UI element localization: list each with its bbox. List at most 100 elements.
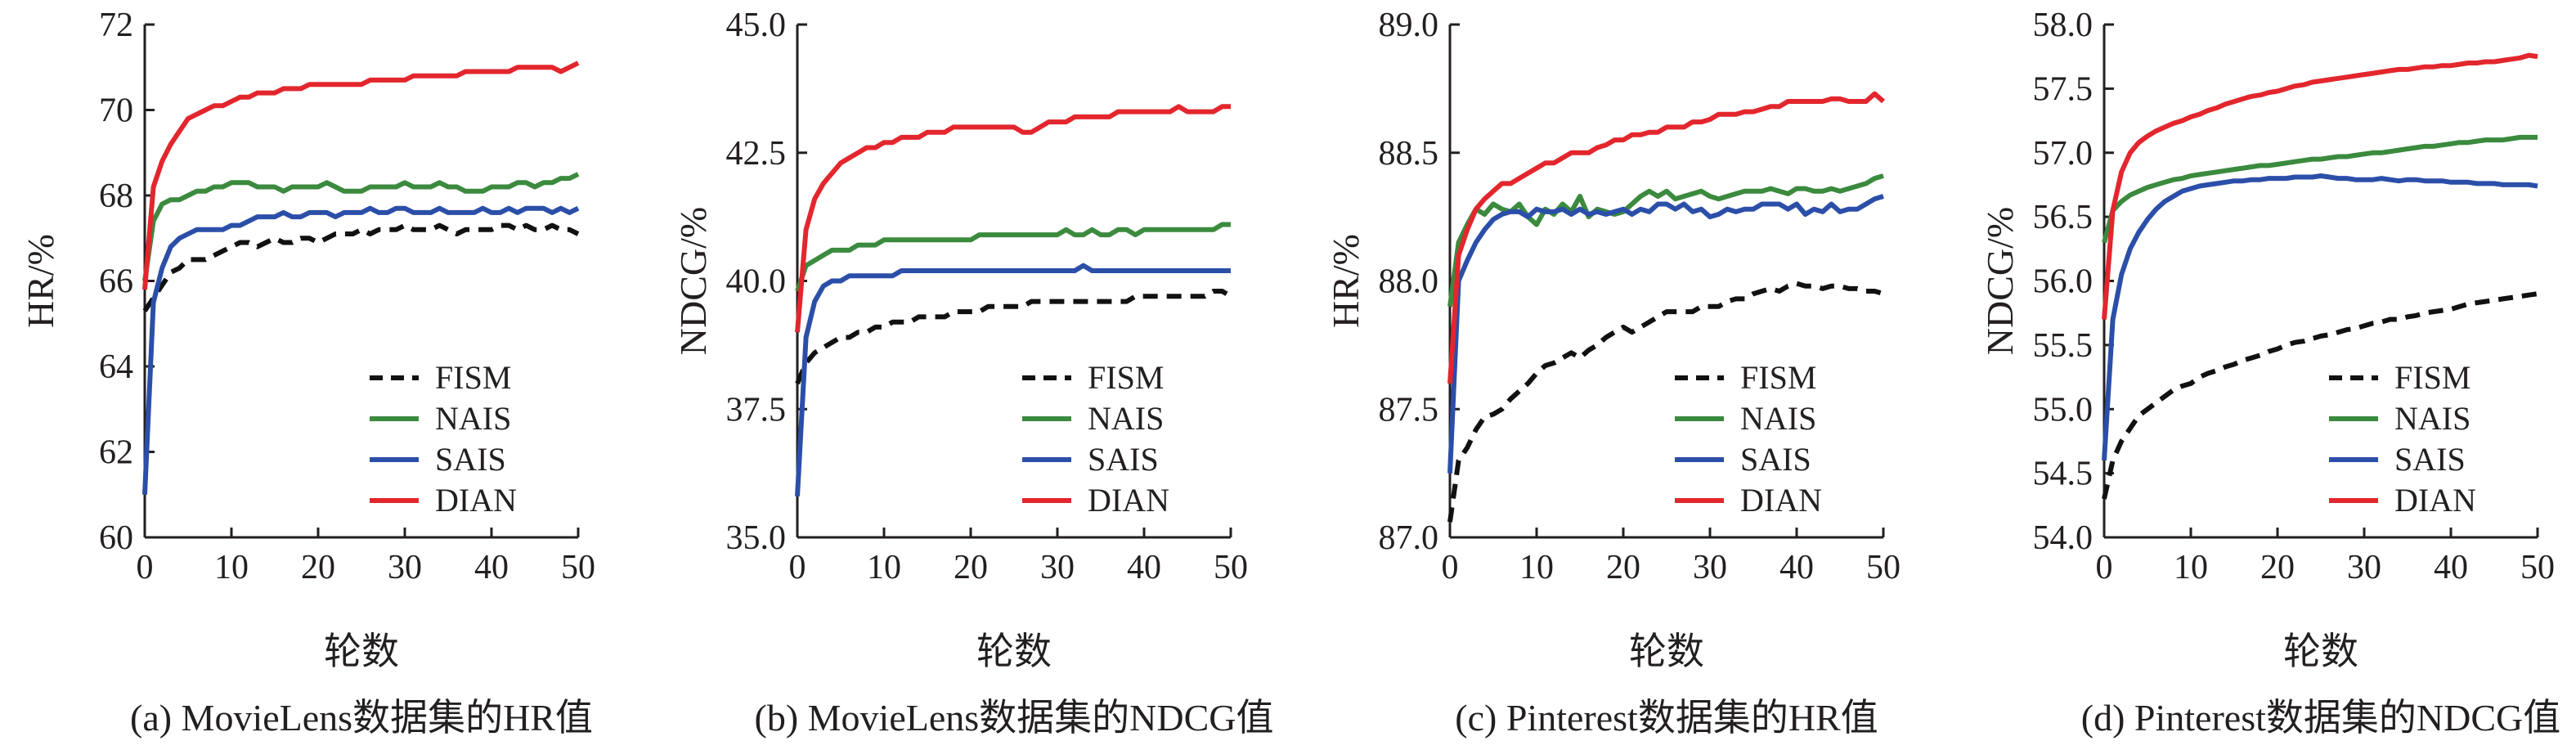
x-tick-label: 0	[789, 549, 806, 586]
series-line-nais	[142, 172, 580, 281]
x-tick-label: 20	[301, 549, 335, 586]
legend-label-sais: SAIS	[435, 441, 506, 478]
y-tick-label: 88.5	[1379, 135, 1439, 173]
legend-label-nais: NAIS	[2394, 400, 2471, 437]
x-tick-label: 0	[137, 549, 154, 586]
legend-label-dian: DIAN	[2394, 482, 2476, 519]
x-tick-label: 50	[1214, 549, 1248, 586]
x-tick-label: 10	[214, 549, 249, 586]
y-tick-label: 70	[99, 92, 133, 130]
x-tick-label: 20	[954, 549, 988, 586]
x-tick-label: 50	[561, 549, 595, 586]
chart-caption: (d) Pinterest数据集的NDCG值	[2081, 697, 2560, 739]
y-tick-label: 60	[99, 519, 133, 557]
series-line-nais	[795, 222, 1231, 292]
series-line-dian	[1447, 91, 1885, 384]
chart-panel-1: 35.0 37.5 40.0 42.5 45.0 0 10 20 30 40 50 轮数 NDCG/% (…	[672, 7, 1274, 739]
legend-label-sais: SAIS	[1088, 441, 1159, 478]
series-line-dian	[142, 61, 580, 290]
legend: FISM NAIS SAIS DIAN	[1675, 359, 1822, 519]
x-tick-label: 30	[388, 549, 422, 586]
x-tick-label: 10	[2174, 549, 2208, 586]
y-axis-title: HR/%	[1325, 234, 1367, 328]
legend: FISM NAIS SAIS DIAN	[2329, 359, 2476, 519]
x-tick-label: 50	[2520, 549, 2555, 586]
legend-label-sais: SAIS	[1740, 441, 1811, 478]
series-line-nais	[2102, 134, 2538, 244]
series-line-fism	[795, 289, 1232, 385]
x-axis-title: 轮数	[2283, 631, 2358, 672]
x-tick-label: 30	[1693, 549, 1727, 586]
legend-label-fism: FISM	[1740, 359, 1816, 396]
x-tick-label: 20	[1606, 549, 1640, 586]
legend-label-dian: DIAN	[435, 482, 517, 519]
series-line-fism	[2102, 291, 2538, 500]
x-axis-title: 轮数	[976, 631, 1052, 672]
y-tick-label: 72	[99, 7, 133, 44]
chart-caption: (a) MovieLens数据集的HR值	[130, 697, 593, 739]
x-tick-label: 10	[1519, 549, 1554, 586]
legend-label-fism: FISM	[1088, 359, 1164, 396]
x-tick-label: 40	[2434, 549, 2468, 586]
series-line-dian	[795, 104, 1231, 333]
y-tick-label: 55.5	[2033, 327, 2094, 365]
y-tick-label: 57.0	[2033, 135, 2094, 173]
y-tick-label: 68	[99, 177, 133, 215]
x-tick-label: 0	[1442, 549, 1459, 586]
x-tick-label: 30	[1040, 549, 1075, 586]
legend-label-fism: FISM	[2394, 359, 2471, 396]
legend-label-nais: NAIS	[1740, 400, 1816, 437]
chart-panels: 60 62 64 66 68 70 72 0 10 20 30 40 50 轮数 HR/% (a) Movie…	[20, 7, 2560, 739]
y-tick-label: 56.5	[2033, 199, 2094, 236]
series-line-sais	[2102, 173, 2538, 461]
y-axis-title: NDCG/%	[1979, 207, 2021, 355]
y-tick-label: 87.5	[1379, 391, 1439, 429]
x-tick-label: 0	[2096, 549, 2113, 586]
x-tick-label: 40	[1779, 549, 1814, 586]
series-line-fism	[142, 222, 580, 312]
series-line-fism	[1447, 281, 1884, 523]
legend-label-fism: FISM	[435, 359, 511, 396]
y-tick-label: 40.0	[726, 263, 787, 301]
legend: FISM NAIS SAIS DIAN	[1022, 359, 1169, 519]
y-tick-label: 56.0	[2033, 263, 2094, 301]
y-axis-title: NDCG/%	[672, 207, 714, 355]
y-tick-label: 62	[99, 434, 133, 472]
y-tick-label: 58.0	[2033, 7, 2094, 44]
x-tick-label: 50	[1866, 549, 1901, 586]
y-tick-label: 45.0	[726, 7, 787, 44]
chart-panel-2: 87.0 87.5 88.0 88.5 89.0 0 10 20 30 40 50 轮数 HR/% (c)…	[1325, 7, 1901, 739]
x-tick-label: 20	[2260, 549, 2295, 586]
legend-label-dian: DIAN	[1088, 482, 1169, 519]
series-line-sais	[1447, 194, 1884, 474]
x-tick-label: 30	[2347, 549, 2381, 586]
chart-caption: (c) Pinterest数据集的HR值	[1455, 697, 1878, 739]
y-tick-label: 54.0	[2033, 519, 2094, 557]
y-tick-label: 57.5	[2033, 70, 2094, 108]
series-line-dian	[2102, 52, 2538, 320]
series-line-sais	[142, 205, 580, 495]
x-tick-label: 40	[474, 549, 509, 586]
y-tick-label: 37.5	[726, 391, 787, 429]
x-tick-label: 10	[867, 549, 901, 586]
x-tick-label: 40	[1127, 549, 1161, 586]
series-line-sais	[795, 263, 1231, 496]
y-tick-label: 66	[99, 263, 133, 301]
y-tick-label: 35.0	[726, 519, 787, 557]
legend-label-sais: SAIS	[2394, 441, 2466, 478]
legend-label-dian: DIAN	[1740, 482, 1822, 519]
x-axis-title: 轮数	[324, 631, 399, 672]
legend-label-nais: NAIS	[435, 400, 511, 437]
y-axis-title: HR/%	[20, 234, 61, 328]
y-tick-label: 54.5	[2033, 456, 2094, 493]
legend-label-nais: NAIS	[1088, 400, 1164, 437]
y-tick-label: 87.0	[1379, 519, 1439, 557]
y-tick-label: 42.5	[726, 135, 787, 173]
chart-panel-0: 60 62 64 66 68 70 72 0 10 20 30 40 50 轮数 HR/% (a) Movie…	[20, 7, 595, 739]
legend: FISM NAIS SAIS DIAN	[370, 359, 517, 519]
chart-caption: (b) MovieLens数据集的NDCG值	[755, 697, 1274, 739]
y-tick-label: 88.0	[1379, 263, 1439, 301]
x-axis-title: 轮数	[1629, 631, 1704, 672]
chart-panel-3: 54.0 54.5 55.0 55.5 56.0 56.5 57.0 57.5 58.0 0 10 2…	[1979, 7, 2560, 739]
